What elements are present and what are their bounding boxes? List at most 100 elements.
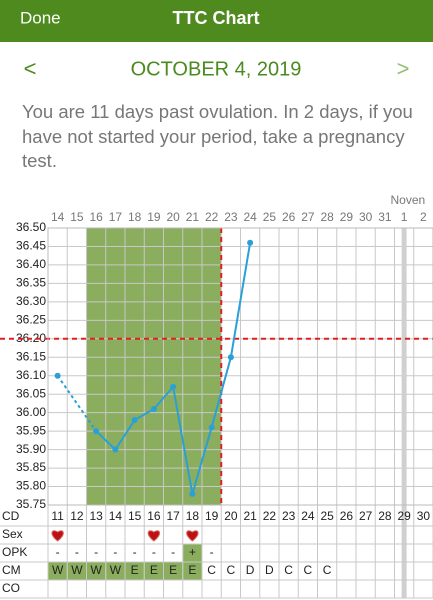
- y-tick-label: 35.90: [16, 442, 46, 456]
- cell-text: 16: [147, 509, 161, 523]
- x-tick-label: 19: [147, 210, 161, 224]
- plot-border: [47, 227, 433, 506]
- x-tick-label: 31: [378, 210, 392, 224]
- next-button[interactable]: >: [397, 56, 410, 81]
- cell-text: 29: [397, 509, 411, 523]
- row-label: Sex: [2, 527, 23, 541]
- cell-text: 24: [301, 509, 315, 523]
- cell-text: -: [113, 545, 117, 559]
- cell-highlight: [106, 562, 125, 580]
- cell-highlight: [144, 562, 163, 580]
- y-tick-label: 36.15: [16, 349, 46, 363]
- y-tick-label: 36.45: [16, 239, 46, 253]
- cell-text: C: [207, 563, 216, 577]
- cell-text: 18: [186, 509, 200, 523]
- cell-text: C: [227, 563, 236, 577]
- y-tick-label: 36.50: [16, 220, 46, 234]
- cell-text: 25: [320, 509, 334, 523]
- cell-text: W: [52, 563, 64, 577]
- cell-text: -: [94, 545, 98, 559]
- x-tick-label: 20: [166, 210, 180, 224]
- cell-text: 30: [417, 509, 431, 523]
- x-tick-label: 22: [205, 210, 219, 224]
- cell-text: E: [150, 563, 158, 577]
- cell-text: -: [133, 545, 137, 559]
- heart: [147, 530, 160, 542]
- cell-text: C: [323, 563, 332, 577]
- heart: [186, 530, 199, 542]
- row-label: CD: [2, 509, 20, 523]
- prev-button[interactable]: <: [24, 56, 37, 81]
- cell-text: -: [210, 545, 214, 559]
- cell-highlight: [67, 562, 86, 580]
- cell-text: 17: [166, 509, 180, 523]
- x-tick-label: 21: [186, 210, 200, 224]
- x-tick-label: 15: [70, 210, 84, 224]
- cell-text: +: [189, 545, 196, 559]
- cell-text: 15: [128, 509, 142, 523]
- heart: [51, 530, 64, 542]
- x-tick-label: 24: [243, 210, 257, 224]
- month-label: Noven: [391, 193, 426, 207]
- done-button[interactable]: Done: [20, 8, 61, 27]
- temperature-point: [112, 446, 119, 453]
- cell-text: -: [152, 545, 156, 559]
- x-tick-label: 18: [128, 210, 142, 224]
- cell-highlight: [183, 562, 202, 580]
- y-tick-label: 36.05: [16, 386, 46, 400]
- row-label: OPK: [2, 545, 27, 559]
- temperature-point: [227, 354, 234, 361]
- y-tick-label: 36.00: [16, 405, 46, 419]
- cell-highlight: [125, 562, 144, 580]
- y-tick-label: 36.40: [16, 257, 46, 271]
- cell-text: -: [75, 545, 79, 559]
- cell-text: E: [188, 563, 196, 577]
- x-tick-label: 17: [109, 210, 123, 224]
- y-tick-label: 35.75: [16, 497, 46, 511]
- cell-text: D: [265, 563, 274, 577]
- cell-text: 20: [224, 509, 238, 523]
- temperature-point: [54, 372, 61, 379]
- x-tick-label: 27: [301, 210, 315, 224]
- cell-highlight: [87, 562, 106, 580]
- cell-text: D: [246, 563, 255, 577]
- today-marker: [401, 228, 407, 598]
- cell-text: C: [284, 563, 293, 577]
- y-tick-label: 36.10: [16, 368, 46, 382]
- cell-text: C: [304, 563, 313, 577]
- temperature-point: [131, 417, 138, 424]
- cell-text: 19: [205, 509, 219, 523]
- temperature-point: [208, 424, 215, 431]
- cell-text: -: [171, 545, 175, 559]
- cell-highlight: [164, 562, 183, 580]
- cell-text: W: [71, 563, 83, 577]
- cell-text: -: [56, 545, 60, 559]
- y-tick-label: 36.35: [16, 276, 46, 290]
- cell-text: 13: [89, 509, 103, 523]
- cell-text: 22: [263, 509, 277, 523]
- cell-text: 12: [70, 509, 84, 523]
- x-tick-label: 14: [51, 210, 65, 224]
- x-tick-label: 16: [89, 210, 103, 224]
- cell-text: W: [90, 563, 102, 577]
- message: You are 11 days past ovulation. In 2 day…: [22, 101, 413, 171]
- x-tick-label: 29: [340, 210, 354, 224]
- x-tick-label: 28: [320, 210, 334, 224]
- y-tick-label: 36.25: [16, 313, 46, 327]
- header-bar: [0, 0, 433, 42]
- fertile-window: [86, 228, 222, 505]
- cell-highlight: [48, 562, 67, 580]
- cell-text: 11: [51, 509, 64, 523]
- y-tick-label: 36.30: [16, 294, 46, 308]
- cell-text: W: [110, 563, 122, 577]
- temperature-point: [189, 490, 196, 497]
- temperature-point: [93, 428, 100, 435]
- cell-text: 27: [359, 509, 373, 523]
- gap-connector: [56, 375, 97, 432]
- temperature-point: [170, 383, 177, 390]
- cell-text: 14: [109, 509, 123, 523]
- row-label: CO: [2, 581, 20, 595]
- temperature-point: [150, 405, 157, 412]
- x-tick-label: 30: [359, 210, 373, 224]
